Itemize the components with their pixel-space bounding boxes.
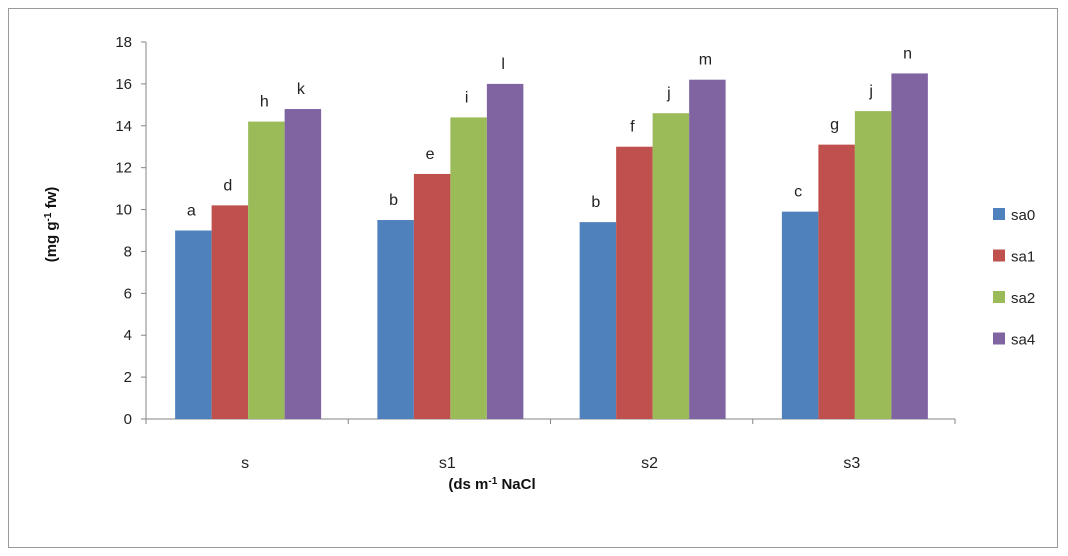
data-label: f	[630, 119, 635, 136]
legend-label-sa0: sa0	[1011, 207, 1035, 224]
x-axis-title-tail: NaCl	[497, 476, 535, 493]
y-tick-label: 0	[124, 411, 132, 428]
data-label: j	[868, 83, 873, 100]
data-label: c	[794, 184, 802, 201]
data-label: d	[223, 177, 232, 194]
bar-sa0-s	[175, 230, 212, 419]
y-axis-title-main: (mg g	[43, 221, 60, 262]
data-label: n	[903, 45, 912, 62]
data-label: k	[297, 81, 306, 98]
legend-swatch-sa0	[993, 208, 1005, 220]
legend-label-sa4: sa4	[1011, 332, 1035, 349]
bar-sa4-s3	[891, 73, 928, 420]
x-axis-title-sup: -1	[488, 476, 497, 487]
y-tick-label: 14	[115, 118, 132, 135]
bar-sa2-s2	[652, 113, 690, 419]
x-axis-title: (ds m-1 NaCl	[448, 476, 535, 494]
data-label: h	[260, 94, 269, 111]
bar-sa2-s	[248, 121, 285, 419]
data-label: i	[465, 89, 469, 106]
data-label: g	[830, 117, 839, 134]
x-tick-label: s3	[843, 455, 860, 472]
legend: sa0 sa1 sa2 sa4	[993, 207, 1035, 349]
x-tick-label: s	[241, 455, 249, 472]
y-axis-title-tail: fw)	[43, 187, 60, 213]
data-label: b	[389, 192, 398, 209]
bar-sa2-s1	[450, 117, 487, 420]
y-tick-label: 16	[115, 76, 132, 93]
x-tick-label: s2	[641, 455, 658, 472]
data-label: a	[187, 203, 196, 220]
y-tick-label: 2	[124, 369, 132, 386]
data-label: e	[426, 146, 435, 163]
y-tick-label: 8	[124, 243, 132, 260]
y-tick-label: 4	[124, 327, 132, 344]
data-label: j	[666, 85, 671, 102]
bar-sa1-s3	[818, 144, 855, 419]
bar-sa1-s1	[413, 173, 451, 419]
bars	[175, 73, 928, 420]
bar-sa0-s3	[781, 211, 819, 419]
legend-swatch-sa2	[993, 291, 1005, 303]
legend-swatch-sa4	[993, 332, 1005, 345]
bar-sa4-s2	[689, 79, 726, 419]
data-label: m	[699, 52, 712, 69]
legend-label-sa1: sa1	[1011, 249, 1035, 266]
y-axis-title-sup: -1	[43, 212, 54, 221]
x-tick-label: s1	[439, 455, 456, 472]
bar-sa1-s	[211, 205, 249, 419]
bar-sa4-s1	[486, 83, 524, 419]
y-tick-label: 12	[115, 160, 132, 177]
y-tick-label: 10	[115, 202, 132, 219]
data-label: b	[591, 194, 600, 211]
data-label: l	[501, 56, 505, 73]
y-tick-label: 6	[124, 285, 132, 302]
y-tick-label: 18	[115, 34, 132, 51]
y-axis-title: (mg g-1 fw)	[43, 187, 61, 263]
bar-sa0-s2	[579, 222, 617, 419]
legend-label-sa2: sa2	[1011, 290, 1035, 307]
bar-sa1-s2	[616, 146, 653, 419]
bar-sa0-s1	[377, 220, 414, 419]
chart-frame: 0 2 4 6 8 10 12 14 16 18 s s1 s2 s3 (mg g-1 fw) (ds m-1…	[8, 8, 1058, 548]
labels: a d h k b e i l b f j m c g j n	[187, 45, 912, 219]
bar-sa2-s3	[854, 111, 892, 419]
legend-swatch-sa1	[993, 249, 1005, 262]
x-axis-title-main: (ds m	[448, 476, 488, 493]
bar-sa4-s	[284, 109, 322, 420]
